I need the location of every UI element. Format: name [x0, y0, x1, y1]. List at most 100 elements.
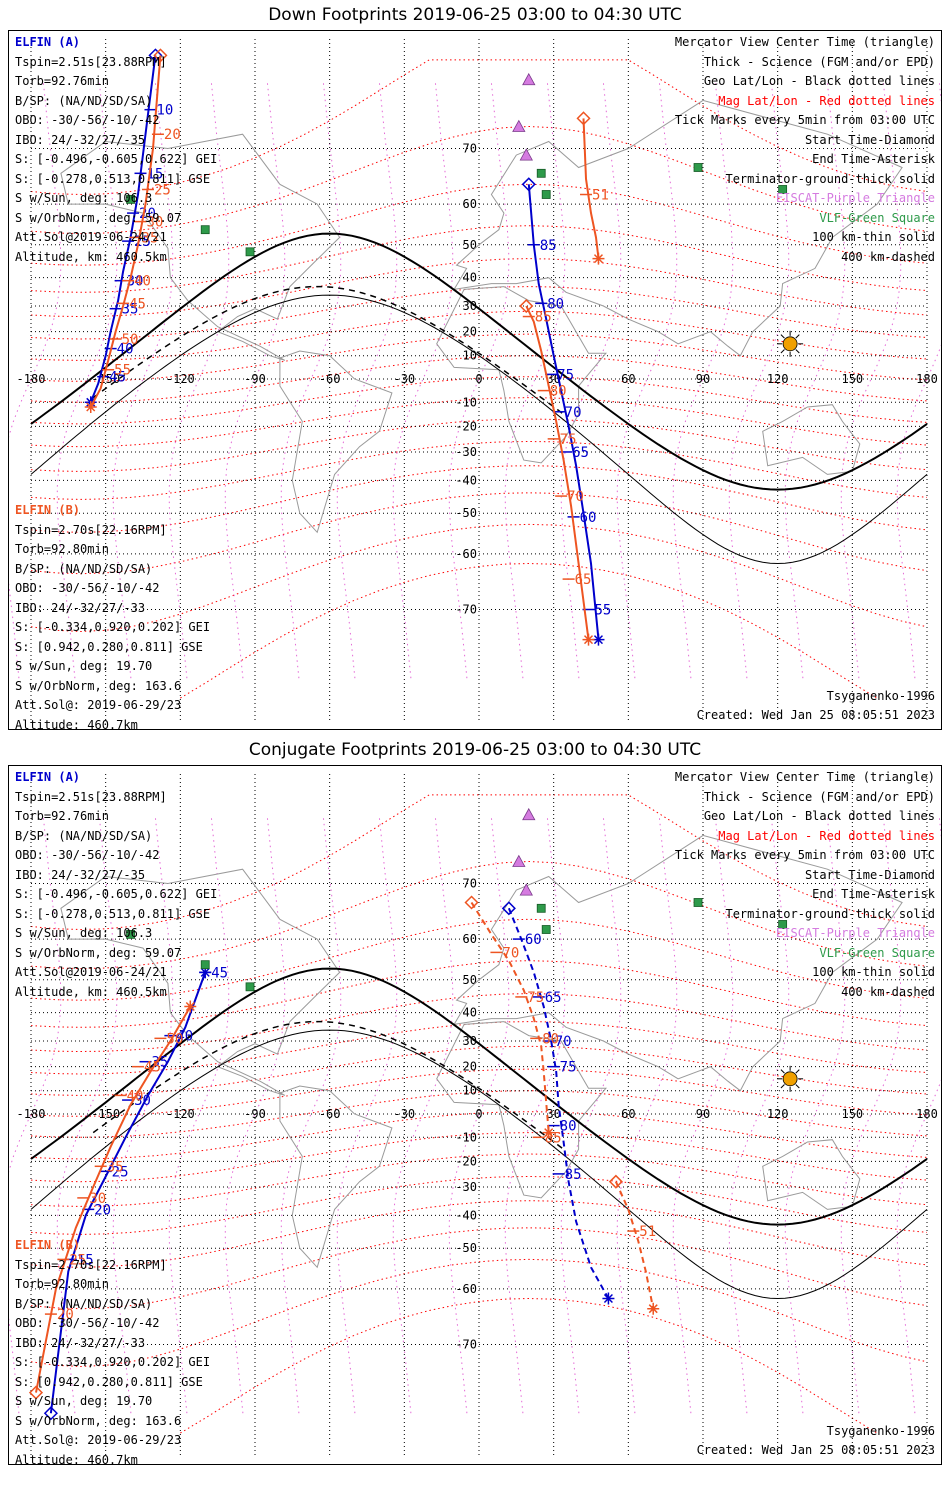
- sun-ray: [795, 349, 800, 354]
- elfin-b-line: Torb=92.80min: [15, 1277, 109, 1291]
- tick-label: 60: [525, 932, 542, 948]
- coastline: [762, 1139, 861, 1210]
- mag-lat-line: [30, 355, 928, 403]
- mag-lat-line: [30, 258, 928, 318]
- tick-label: 70: [502, 945, 519, 961]
- mag-lon-line: [560, 79, 622, 679]
- tick-label: 55: [114, 363, 131, 379]
- mag-lat-line: [30, 1258, 928, 1368]
- legend: Mercator View Center Time (triangle) Thi…: [675, 768, 935, 1002]
- sun-ray: [780, 334, 785, 339]
- tick-label: 60: [580, 510, 597, 526]
- legend-item: Geo Lat/Lon - Black dotted lines: [703, 809, 935, 823]
- terminator-100km: [30, 1029, 928, 1300]
- start-diamond: [519, 298, 534, 314]
- elfin-a-line: S: [-0.496,-0.605,0.622] GEI: [15, 152, 218, 166]
- x-tick-label: 150: [841, 1107, 863, 1121]
- end-asterisk: [199, 966, 212, 979]
- mag-lon-line: [56, 814, 118, 1414]
- tick-label: 45: [109, 370, 126, 386]
- footprint-track: [614, 1181, 655, 1309]
- footprint-track: [49, 972, 207, 1414]
- vlf-square: [541, 925, 551, 934]
- tick-label: 85: [540, 238, 557, 254]
- y-tick-label: 40: [463, 271, 477, 285]
- footprint-track: [89, 55, 162, 408]
- y-tick-label: -40: [455, 1208, 477, 1222]
- y-tick-label: -70: [455, 603, 477, 617]
- mag-lon-line: [504, 79, 566, 679]
- tick-label: 35: [122, 302, 139, 318]
- mag-lat-line: [30, 918, 928, 1001]
- y-tick-label: -50: [455, 1241, 477, 1255]
- sun-ray: [780, 1069, 785, 1074]
- elfin-b-line: IBO: 24/-32/27/-33: [15, 600, 146, 615]
- legend-item: 100 km-thin solid: [812, 230, 935, 244]
- tick-label: 75: [557, 367, 574, 383]
- elfin-b-info: ELFIN (B) Tspin=2.70s[22.16RPM] Torb=92.…: [15, 501, 210, 729]
- legend: Mercator View Center Time (triangle) Thi…: [675, 33, 935, 267]
- x-tick-label: 90: [696, 372, 710, 386]
- vlf-square: [778, 185, 788, 194]
- coastline: [453, 834, 903, 1092]
- legend-item: 400 km-dashed: [841, 984, 935, 999]
- x-tick-label: 120: [767, 1107, 789, 1121]
- mag-lon-line: [616, 814, 678, 1414]
- mag-lon-line: [560, 814, 622, 1414]
- down-footprints-panel: -180 -150 -120 -90 -60 -30 0 30 60 90 120 150 180 70 6…: [8, 30, 942, 730]
- model-label: Tsyganenko-1996: [826, 1424, 935, 1438]
- mag-lon-line: [168, 79, 230, 679]
- vlf-square: [536, 168, 546, 178]
- y-tick-label: 20: [463, 325, 477, 339]
- tick-label: 40: [127, 1088, 144, 1104]
- tick-label: 51: [592, 188, 609, 204]
- mag-lon-line: [224, 814, 286, 1414]
- terminator-100km: [30, 294, 928, 565]
- mag-lon-line: [672, 814, 734, 1414]
- end-asterisk: [184, 1000, 197, 1013]
- elfin-a-line: OBO: -30/-56/-10/-42: [15, 113, 160, 127]
- terminator-curve: [30, 232, 928, 491]
- elfin-a-line: Altitude, km: 460.5km: [15, 984, 167, 999]
- elfin-b-line: S: [0.942,0.280,0.811] GSE: [15, 1374, 203, 1389]
- sun-ray: [780, 1084, 785, 1089]
- end-asterisk: [592, 633, 605, 646]
- end-asterisk: [592, 252, 605, 265]
- legend-item: Mercator View Center Time (triangle): [674, 35, 935, 49]
- mag-lon-line: [9, 79, 62, 679]
- mag-lon-line: [784, 79, 846, 679]
- vlf-square: [693, 163, 703, 172]
- footprint-track: [525, 305, 590, 640]
- y-tick-label: 70: [463, 876, 477, 890]
- y-tick-label: -20: [455, 1154, 477, 1168]
- tick-label: 20: [57, 1307, 74, 1323]
- mag-lon-line: [336, 814, 398, 1414]
- y-tick-label: -20: [455, 419, 477, 433]
- elfin-b-line: S w/OrbNorm, deg: 163.6: [15, 1413, 182, 1428]
- x-tick-label: -60: [319, 372, 341, 386]
- model-label: Tsyganenko-1996: [826, 689, 935, 703]
- start-diamond: [148, 48, 163, 63]
- start-diamond: [608, 1174, 623, 1189]
- tick-label: 50: [122, 332, 139, 348]
- elfin-b-line: Att.Sol@: 2019-06-29/23: [15, 698, 182, 712]
- x-tick-label: 60: [621, 372, 635, 386]
- y-tick-label: 20: [463, 1060, 477, 1074]
- tick-label: 70: [567, 489, 584, 505]
- tick-label: 25: [154, 182, 171, 198]
- y-tick-label: 70: [463, 141, 477, 155]
- footprint-track: [35, 1006, 192, 1393]
- y-tick-label: 30: [463, 299, 477, 313]
- elfin-b-line: B/SP: (NA/ND/SD/SA): [15, 1296, 153, 1311]
- vlf-square: [200, 225, 210, 235]
- x-tick-label: -90: [244, 372, 266, 386]
- elfin-b-label: ELFIN (B): [15, 1238, 81, 1252]
- tick-label: 55: [595, 603, 612, 619]
- x-tick-label: -180: [17, 372, 46, 386]
- y-tick-label: -40: [455, 473, 477, 487]
- x-tick-label: 150: [841, 372, 863, 386]
- created-label: Created: Wed Jan 25 08:05:51 2023: [696, 1443, 935, 1457]
- tick-label: 25: [69, 1252, 86, 1268]
- elfin-b-line: S w/Sun, deg: 19.70: [15, 659, 153, 673]
- x-tick-label: -30: [393, 1107, 415, 1121]
